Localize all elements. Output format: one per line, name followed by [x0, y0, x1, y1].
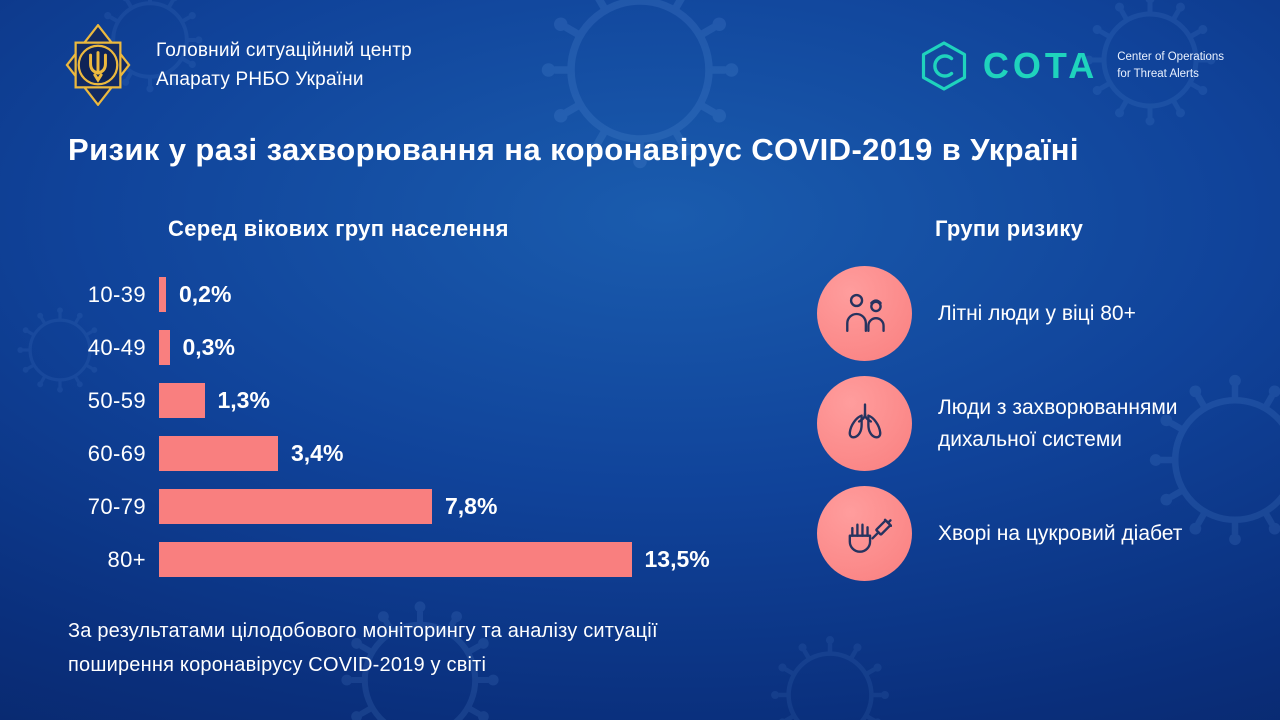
risk-label: Літні люди у віці 80+ — [938, 301, 1136, 325]
risk-label: Хворі на цукровий діабет — [938, 521, 1183, 545]
age-group-label: 40-49 — [87, 334, 146, 360]
footer-note: За результатами цілодобового моніторингу… — [68, 614, 658, 682]
risk-groups-section: Групи ризику Літні люди у віці 80+ — [817, 216, 1238, 596]
org-header: Головний ситуаційний центр Апарату РНБО … — [58, 24, 412, 106]
bar — [159, 383, 205, 418]
cota-tagline-line2: for Threat Alerts — [1117, 68, 1199, 80]
cota-tagline-line1: Center of Operations — [1117, 50, 1224, 63]
chart-row: 50-59 1,3% — [60, 374, 710, 427]
risk-item-respiratory: Люди з захворюваннями дихальної системи — [817, 376, 1238, 471]
age-bar-chart: 10-39 0,2% 40-49 0,3% 50-59 1,3% 60-69 3,4% 70-7… — [60, 268, 710, 586]
risk-item-elderly: Літні люди у віці 80+ — [817, 266, 1238, 361]
risk-label: Люди з захворюваннями дихальної системи — [938, 396, 1178, 451]
bar — [159, 330, 170, 365]
elderly-couple-icon — [845, 293, 885, 332]
risk-circle — [817, 266, 912, 361]
bar — [159, 489, 432, 524]
org-name-line1: Головний ситуаційний центр — [156, 39, 412, 61]
bar — [159, 542, 632, 577]
footer-note-line2: поширення коронавірусу COVID-2019 у світ… — [68, 654, 487, 676]
risk-item-diabetes: Хворі на цукровий діабет — [817, 486, 1238, 581]
bar-value-label: 3,4% — [291, 440, 344, 466]
footer-note-line1: За результатами цілодобового моніторингу… — [68, 620, 658, 642]
chart-row: 70-79 7,8% — [60, 480, 710, 533]
bar — [159, 436, 278, 471]
rnbo-emblem-icon — [65, 24, 131, 106]
lungs-icon — [848, 402, 881, 438]
cota-wordmark: COTA — [982, 45, 1099, 86]
risk-circle — [817, 486, 912, 581]
chart-row: 40-49 0,3% — [60, 321, 710, 374]
risk-circle — [817, 376, 912, 471]
chart-title: Серед вікових груп населення — [168, 216, 509, 241]
chart-row: 10-39 0,2% — [60, 268, 710, 321]
cota-tagline: Center of Operations for Threat Alerts — [1117, 49, 1224, 84]
bar-value-label: 1,3% — [217, 387, 270, 413]
page-title: Ризик у разі захворювання на коронавірус… — [68, 132, 1079, 167]
bar-value-label: 0,3% — [182, 334, 235, 360]
risk-groups-title: Групи ризику — [935, 216, 1084, 241]
age-group-label: 10-39 — [87, 281, 146, 307]
chart-row: 80+ 13,5% — [60, 533, 710, 586]
risk-groups-list: Літні люди у віці 80+ Люди з захворю — [817, 266, 1238, 581]
bar-value-label: 0,2% — [179, 281, 232, 307]
age-group-label: 70-79 — [87, 493, 146, 519]
age-group-label: 80+ — [107, 546, 146, 572]
bar-value-label: 7,8% — [445, 493, 498, 519]
cota-logo: COTA Center of Operations for Threat Ale… — [918, 40, 1224, 92]
age-group-label: 60-69 — [87, 440, 146, 466]
chart-row: 60-69 3,4% — [60, 427, 710, 480]
bar-value-label: 13,5% — [644, 546, 710, 572]
org-name-line2: Апарату РНБО України — [156, 69, 364, 90]
org-name: Головний ситуаційний центр Апарату РНБО … — [156, 36, 412, 95]
age-group-label: 50-59 — [87, 387, 146, 413]
age-chart-section: Серед вікових груп населення 10-39 0,2% 40… — [60, 216, 710, 586]
syringe-hand-icon — [848, 518, 892, 553]
bar — [159, 277, 166, 312]
cota-hexagon-icon — [921, 41, 967, 91]
